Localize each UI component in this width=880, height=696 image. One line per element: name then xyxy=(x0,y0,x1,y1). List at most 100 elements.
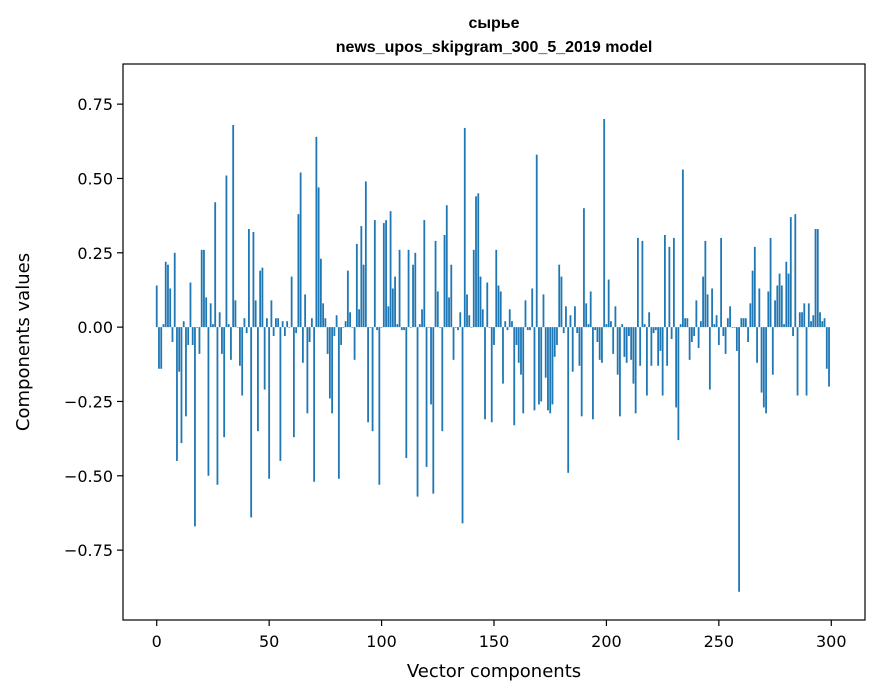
bar-component-220 xyxy=(650,327,653,366)
bar-component-60 xyxy=(290,276,293,328)
bar-component-55 xyxy=(279,327,282,461)
bar-component-125 xyxy=(436,291,439,328)
bar-component-175 xyxy=(549,327,552,414)
bar-component-100 xyxy=(380,327,383,328)
bar-component-29 xyxy=(221,327,223,354)
bar-component-151 xyxy=(495,249,498,328)
bar-component-198 xyxy=(601,327,603,363)
bar-component-181 xyxy=(562,327,565,334)
bar-component-12 xyxy=(182,321,185,328)
bars-group xyxy=(155,119,830,592)
bar-component-183 xyxy=(567,327,570,473)
y-tick-label: 0.25 xyxy=(77,244,113,263)
bar-component-127 xyxy=(441,327,444,432)
bar-component-225 xyxy=(661,327,664,396)
bar-component-4 xyxy=(164,261,167,328)
bar-component-230 xyxy=(672,237,675,328)
bar-component-290 xyxy=(807,303,810,328)
bar-component-124 xyxy=(434,240,437,328)
bar-component-194 xyxy=(592,327,594,420)
bar-component-246 xyxy=(708,327,711,390)
bar-component-56 xyxy=(281,321,284,328)
x-tick-label: 300 xyxy=(816,632,847,651)
bar-component-82 xyxy=(340,327,342,345)
bar-component-67 xyxy=(306,327,309,414)
bar-component-53 xyxy=(275,318,277,328)
bar-component-171 xyxy=(540,327,543,402)
bar-component-164 xyxy=(524,300,527,328)
bar-component-21 xyxy=(203,249,205,328)
bar-component-187 xyxy=(576,327,579,334)
bar-component-22 xyxy=(205,297,208,328)
bar-component-157 xyxy=(508,309,511,328)
bar-component-43 xyxy=(252,231,255,328)
bar-component-84 xyxy=(344,321,347,328)
bar-component-9 xyxy=(176,327,178,461)
bar-component-279 xyxy=(783,324,785,328)
bar-component-46 xyxy=(259,270,262,328)
bar-component-59 xyxy=(288,327,291,328)
bar-component-192 xyxy=(587,324,590,328)
bar-component-176 xyxy=(551,327,554,405)
bar-component-284 xyxy=(794,214,797,328)
bar-component-25 xyxy=(212,324,214,328)
x-tick-label: 0 xyxy=(152,632,162,651)
bar-component-210 xyxy=(628,327,630,337)
bar-component-298 xyxy=(825,327,828,369)
bar-component-188 xyxy=(578,327,581,366)
bar-component-239 xyxy=(693,327,696,337)
bar-component-120 xyxy=(425,327,428,467)
bar-component-28 xyxy=(218,312,221,328)
bar-component-113 xyxy=(409,327,412,328)
bar-component-149 xyxy=(490,327,493,423)
bar-component-291 xyxy=(810,321,812,328)
bar-component-180 xyxy=(560,276,563,328)
bar-component-222 xyxy=(654,327,657,331)
bar-component-115 xyxy=(414,252,417,328)
bar-component-271 xyxy=(765,327,767,414)
bar-component-6 xyxy=(169,288,172,328)
bar-component-109 xyxy=(400,327,403,331)
bar-component-47 xyxy=(261,267,264,328)
bar-component-119 xyxy=(423,220,426,328)
bar-component-148 xyxy=(488,327,491,328)
chart-title: сырье xyxy=(468,15,519,32)
bar-component-68 xyxy=(308,327,311,342)
bar-component-209 xyxy=(625,327,628,363)
bar-component-272 xyxy=(767,291,770,328)
bar-component-204 xyxy=(614,306,617,328)
bar-component-92 xyxy=(362,264,365,328)
bar-component-135 xyxy=(459,312,462,328)
bar-component-18 xyxy=(196,327,199,328)
bar-component-252 xyxy=(722,327,725,337)
bar-component-70 xyxy=(313,327,316,482)
bar-component-273 xyxy=(769,237,772,328)
bar-component-44 xyxy=(254,300,257,328)
bar-component-241 xyxy=(697,327,700,348)
bar-component-190 xyxy=(583,208,585,328)
bar-component-58 xyxy=(286,321,289,328)
bar-component-243 xyxy=(702,276,705,328)
bar-component-277 xyxy=(778,273,781,328)
bar-component-212 xyxy=(632,327,635,384)
bar-component-114 xyxy=(412,264,414,328)
bar-component-288 xyxy=(803,303,806,328)
bar-component-199 xyxy=(603,119,606,328)
bar-component-289 xyxy=(805,327,808,396)
bar-component-193 xyxy=(589,291,592,328)
bar-component-71 xyxy=(315,136,318,328)
bar-component-96 xyxy=(371,327,374,432)
bar-component-274 xyxy=(771,327,774,375)
y-axis-label: Components values xyxy=(13,253,34,431)
bar-component-17 xyxy=(194,327,196,527)
bar-component-49 xyxy=(266,318,268,328)
bar-component-147 xyxy=(486,282,489,328)
bar-component-167 xyxy=(531,288,534,328)
bar-component-297 xyxy=(823,318,826,328)
bar-component-195 xyxy=(594,327,597,331)
bar-component-278 xyxy=(780,285,783,328)
bar-component-251 xyxy=(720,237,722,328)
bar-component-156 xyxy=(506,327,509,331)
bar-component-221 xyxy=(652,327,655,334)
bar-component-75 xyxy=(324,318,327,328)
